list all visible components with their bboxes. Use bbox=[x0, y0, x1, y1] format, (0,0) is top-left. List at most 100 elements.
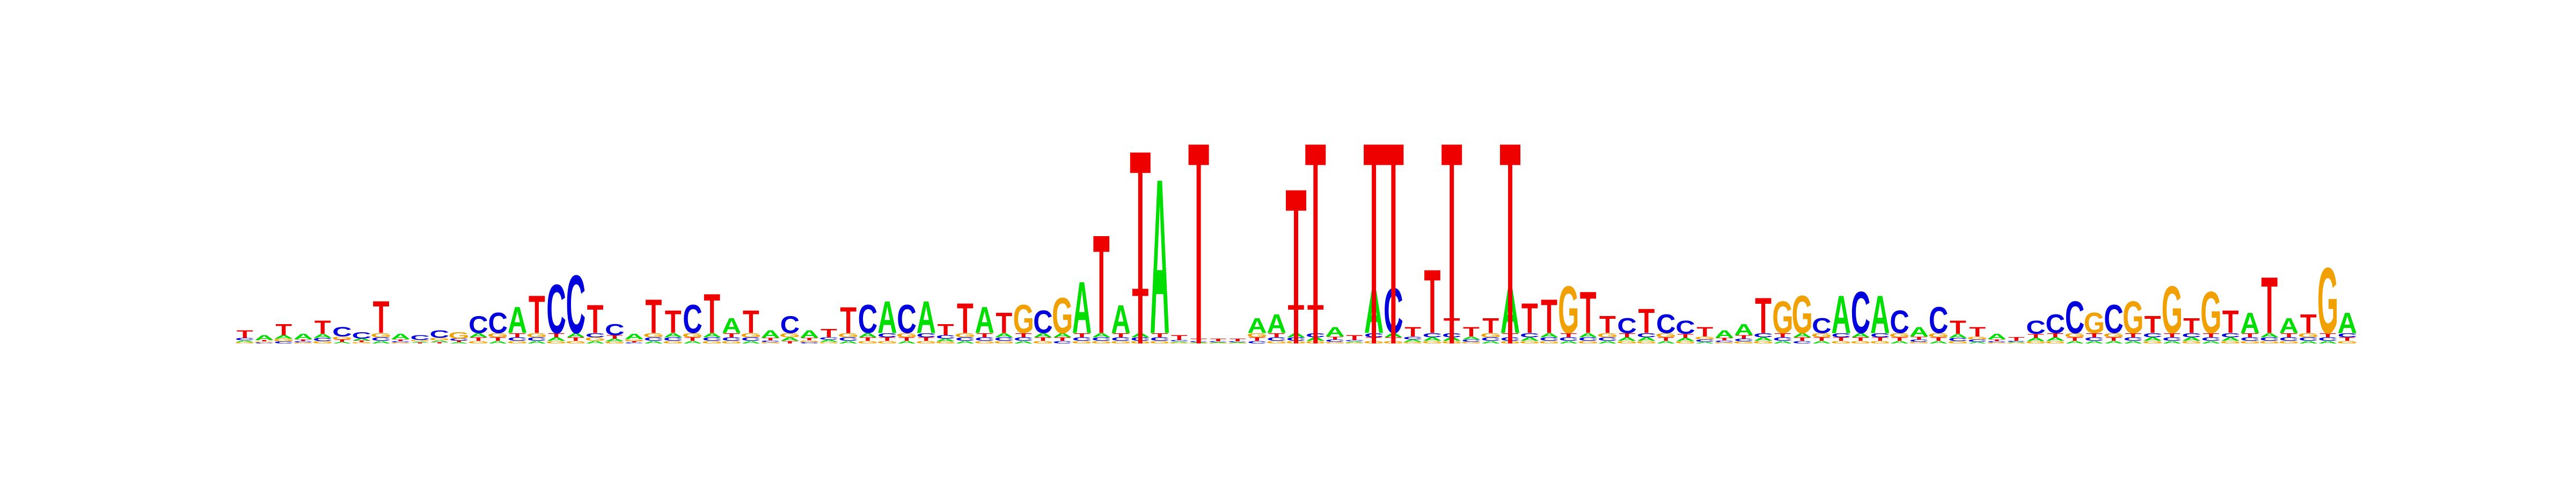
logo-letter-t: T bbox=[314, 317, 331, 338]
lollipop-square-marker bbox=[1305, 144, 1326, 165]
logo-letter-g: G bbox=[1948, 340, 1968, 344]
logo-letter-t: T bbox=[1891, 336, 1908, 342]
logo-letter-g: G bbox=[1636, 340, 1657, 345]
logo-letter-a: A bbox=[469, 332, 488, 339]
logo-letter-a: A bbox=[2279, 314, 2299, 338]
logo-letter-g: G bbox=[1149, 340, 1170, 345]
logo-letter-c: C bbox=[391, 341, 411, 343]
logo-letter-g: G bbox=[1539, 340, 1560, 345]
logo-letter-t: T bbox=[1716, 337, 1733, 341]
logo-letter-a: A bbox=[294, 332, 313, 341]
logo-letter-g: G bbox=[468, 340, 489, 345]
logo-letter-g: G bbox=[1597, 332, 1618, 339]
logo-letter-t: T bbox=[957, 295, 974, 343]
logo-letter-a: A bbox=[2221, 336, 2241, 342]
logo-letter-t: T bbox=[1911, 336, 1927, 341]
logo-letter-t: T bbox=[1696, 325, 1713, 340]
logo-letter-g: G bbox=[2162, 273, 2183, 348]
logo-letter-c: C bbox=[430, 328, 450, 340]
logo-letter-a: A bbox=[254, 334, 274, 341]
logo-letter-c: C bbox=[1695, 339, 1715, 342]
logo-letter-g: G bbox=[1675, 340, 1696, 344]
logo-letter-g: G bbox=[254, 341, 275, 343]
logo-letter-g: G bbox=[1480, 332, 1501, 339]
logo-letter-a: A bbox=[2299, 340, 2318, 345]
logo-letter-g: G bbox=[1772, 292, 1793, 343]
logo-letter-c: C bbox=[2240, 336, 2260, 342]
logo-letter-g: G bbox=[2181, 340, 2202, 345]
logo-letter-g: G bbox=[682, 332, 703, 339]
logo-letter-t: T bbox=[431, 342, 448, 344]
logo-letter-g: G bbox=[2045, 340, 2066, 345]
logo-letter-t: T bbox=[256, 340, 273, 342]
logo-letter-g: G bbox=[2278, 340, 2299, 345]
logo-letter-a: A bbox=[722, 314, 742, 338]
logo-letter-a: A bbox=[371, 340, 391, 345]
logo-letter-t: T bbox=[2261, 260, 2278, 350]
logo-letter-t: T bbox=[392, 339, 409, 341]
logo-letter-c: C bbox=[2299, 336, 2318, 342]
logo-letter-t: T bbox=[1755, 288, 1772, 345]
logo-letter-t: T bbox=[1560, 332, 1577, 339]
logo-letter-a: A bbox=[741, 340, 761, 345]
logo-letter-a: A bbox=[1656, 340, 1676, 345]
logo-letter-c: C bbox=[1267, 336, 1286, 342]
logo-letter-t: T bbox=[1658, 336, 1674, 342]
logo-letter-c: C bbox=[488, 307, 508, 340]
logo-letter-a: A bbox=[1753, 336, 1773, 342]
logo-letter-t: T bbox=[1171, 334, 1188, 341]
logo-letter-c: C bbox=[1929, 299, 1949, 341]
logo-letter-g: G bbox=[857, 340, 878, 345]
logo-letter-g: G bbox=[955, 332, 976, 339]
logo-letter-a: A bbox=[1539, 332, 1559, 339]
logo-letter-t: T bbox=[509, 332, 526, 339]
logo-letter-c: C bbox=[838, 336, 858, 342]
logo-letter-t: T bbox=[489, 336, 506, 342]
logo-letter-g: G bbox=[701, 340, 722, 345]
logo-letter-g: G bbox=[1733, 341, 1754, 344]
logo-letter-t: T bbox=[704, 282, 720, 345]
logo-letter-a: A bbox=[1675, 337, 1695, 342]
logo-letter-g: G bbox=[1850, 340, 1871, 345]
logo-letter-c: C bbox=[1072, 336, 1092, 342]
logo-letter-g: G bbox=[390, 342, 411, 344]
logo-letter-c: C bbox=[2124, 336, 2143, 342]
logo-letter-t: T bbox=[1074, 332, 1091, 339]
logo-letter-c: C bbox=[469, 312, 488, 339]
logo-letter-c: C bbox=[2143, 332, 2163, 339]
logo-letter-a: A bbox=[819, 339, 839, 342]
logo-letter-g: G bbox=[1577, 340, 1598, 345]
logo-letter-t: T bbox=[2164, 332, 2180, 339]
logo-letter-g: G bbox=[1422, 340, 1443, 345]
logo-letter-g: G bbox=[2025, 340, 2046, 344]
logo-letter-c: C bbox=[410, 334, 430, 341]
logo-letter-g: G bbox=[1402, 341, 1423, 344]
logo-letter-c: C bbox=[1520, 332, 1540, 339]
logo-letter-a: A bbox=[2084, 340, 2104, 345]
logo-letter-c: C bbox=[2007, 340, 2026, 342]
logo-letter-a: A bbox=[1929, 340, 1949, 345]
logo-letter-a: A bbox=[917, 292, 936, 343]
logo-letter-c: C bbox=[2162, 336, 2182, 342]
logo-letter-c: C bbox=[1656, 309, 1676, 339]
logo-letter-t: T bbox=[1677, 333, 1694, 339]
logo-letter-a: A bbox=[760, 328, 780, 340]
logo-letter-a: A bbox=[391, 332, 411, 341]
logo-letter-a: A bbox=[1033, 332, 1053, 339]
logo-letter-t: T bbox=[1249, 336, 1265, 342]
logo-letter-g: G bbox=[1753, 340, 1774, 345]
logo-letter-a: A bbox=[1948, 333, 1968, 339]
logo-letter-c: C bbox=[644, 336, 664, 342]
logo-letter-c: C bbox=[819, 336, 839, 341]
logo-letter-t: T bbox=[1736, 334, 1752, 340]
logo-letter-t: T bbox=[1580, 281, 1597, 346]
logo-letters: GACTCGTACGATGCTAGCATATGCGTACACGTGCTATAGC… bbox=[234, 134, 2358, 380]
logo-letter-g: G bbox=[234, 342, 255, 344]
logo-letter-c: C bbox=[994, 336, 1014, 342]
logo-letter-c: C bbox=[2065, 292, 2085, 343]
logo-letter-t: T bbox=[2202, 332, 2219, 339]
logo-letter-g: G bbox=[1656, 332, 1677, 339]
logo-letter-t: T bbox=[1988, 339, 2005, 341]
logo-letter-c: C bbox=[936, 334, 956, 340]
logo-letter-a: A bbox=[352, 338, 372, 341]
